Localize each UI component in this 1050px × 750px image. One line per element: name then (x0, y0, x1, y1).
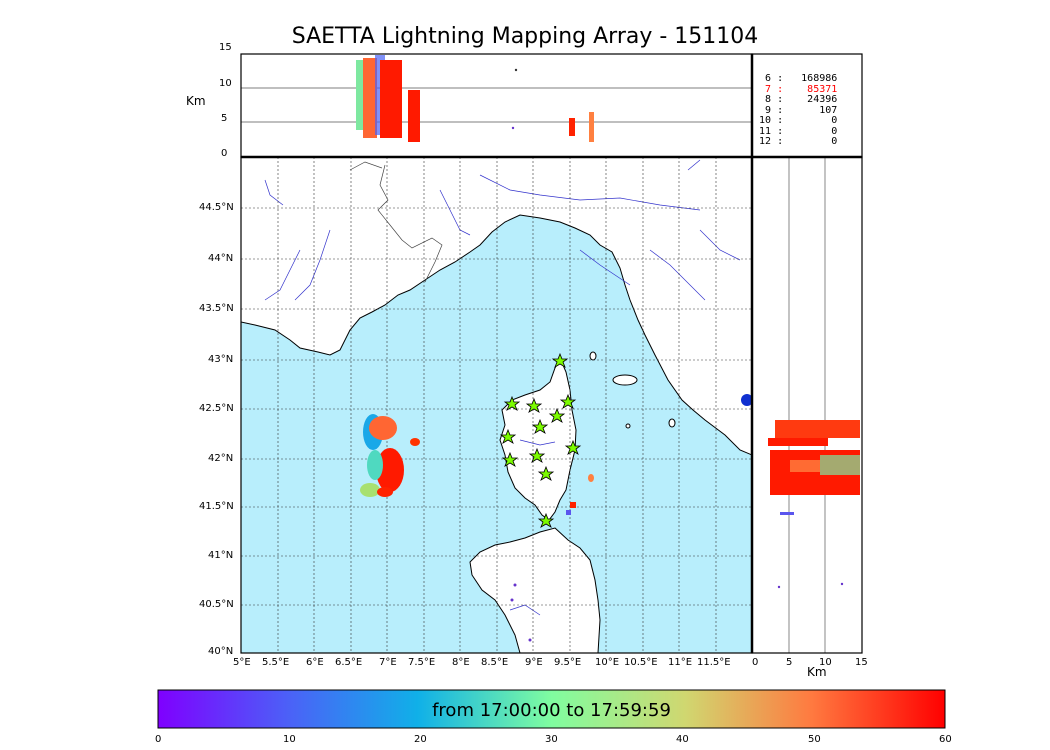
lon-tick: 8°E (452, 657, 470, 668)
border-italy-swiss (349, 161, 383, 171)
lat-tick: 40.5°N (199, 599, 234, 610)
alt-lon-panel (240, 53, 753, 158)
lon-tick: 5.5°E (262, 657, 290, 668)
lat-alt-panel (741, 156, 863, 654)
colorbar-tick: 0 (155, 734, 162, 745)
station-count-row: 8 : 24396 (753, 94, 838, 105)
colorbar-tick: 20 (414, 734, 427, 745)
lat-tick: 44°N (208, 253, 234, 264)
lon-tick: 6°E (306, 657, 324, 668)
station-count-row: 12 : 0 (753, 136, 838, 147)
counts-panel-frame (751, 53, 863, 158)
alt-axis-label: Km (186, 94, 206, 108)
lon-tick: 6.5°E (335, 657, 363, 668)
side-tick: 15 (855, 657, 868, 668)
lon-tick: 7.5°E (408, 657, 436, 668)
lightning-source-edge (741, 394, 753, 406)
alt-tick: 10 (219, 78, 232, 89)
rivers (264, 159, 741, 616)
sardinia (469, 527, 601, 653)
lon-tick: 10.5°E (624, 657, 658, 668)
lon-tick: 8.5°E (481, 657, 509, 668)
map-panel (241, 157, 752, 653)
station-count-row: 9 : 107 (753, 104, 838, 116)
plot-title: SAETTA Lightning Mapping Array - 151104 (291, 24, 759, 49)
lon-tick: 11.5°E (697, 657, 731, 668)
station-markers (499, 352, 582, 528)
station-count-row: 10 : 0 (753, 115, 838, 126)
alt-tick: 15 (219, 42, 232, 53)
colorbar-tick: 10 (283, 734, 296, 745)
side-tick: 10 (819, 657, 832, 668)
lon-tick: 10°E (595, 657, 620, 668)
alt-tick: 0 (221, 148, 228, 159)
side-axis-label: Km (807, 665, 827, 679)
border-france-italy (377, 164, 443, 283)
colorbar-tick: 40 (676, 734, 689, 745)
lightning-sources-lat-alt (768, 420, 860, 589)
colorbar-label: from 17:00:00 to 17:59:59 (432, 700, 671, 721)
lat-tick: 42°N (208, 453, 234, 464)
colorbar-tick: 60 (939, 734, 952, 745)
lon-tick: 11°E (668, 657, 693, 668)
corsica (499, 356, 577, 521)
colorbar-tick: 30 (545, 734, 558, 745)
side-tick: 0 (752, 657, 759, 668)
side-tick: 5 (786, 657, 793, 668)
colorbar-tick: 50 (808, 734, 821, 745)
lon-tick: 9°E (525, 657, 543, 668)
station-count-row: 6 : 168986 (753, 73, 838, 84)
lat-tick: 41.5°N (199, 501, 234, 512)
lon-tick: 7°E (379, 657, 397, 668)
lat-tick: 41°N (208, 550, 234, 561)
lon-tick: 9.5°E (554, 657, 582, 668)
station-count-row: 11 : 0 (753, 125, 838, 137)
mainland (241, 157, 752, 456)
elba-island (612, 374, 638, 386)
lightning-sources-alt-lon (356, 55, 594, 142)
alt-tick: 5 (221, 113, 228, 124)
montecristo-island (625, 423, 631, 429)
lon-tick: 5°E (233, 657, 251, 668)
lat-tick: 42.5°N (199, 403, 234, 414)
lightning-sources-plan (360, 414, 594, 642)
colorbar (157, 689, 946, 729)
station-counts: 6 : 168986 7 : 85371 8 : 24396 9 : 107 1… (753, 73, 861, 148)
lat-tick: 44.5°N (199, 202, 234, 213)
capraia-island (589, 351, 597, 361)
lat-tick: 43.5°N (199, 303, 234, 314)
station-count-row: 7 : 85371 (753, 83, 838, 95)
lat-tick: 43°N (208, 354, 234, 365)
giglio-island (668, 418, 676, 428)
lat-tick: 40°N (208, 646, 234, 657)
